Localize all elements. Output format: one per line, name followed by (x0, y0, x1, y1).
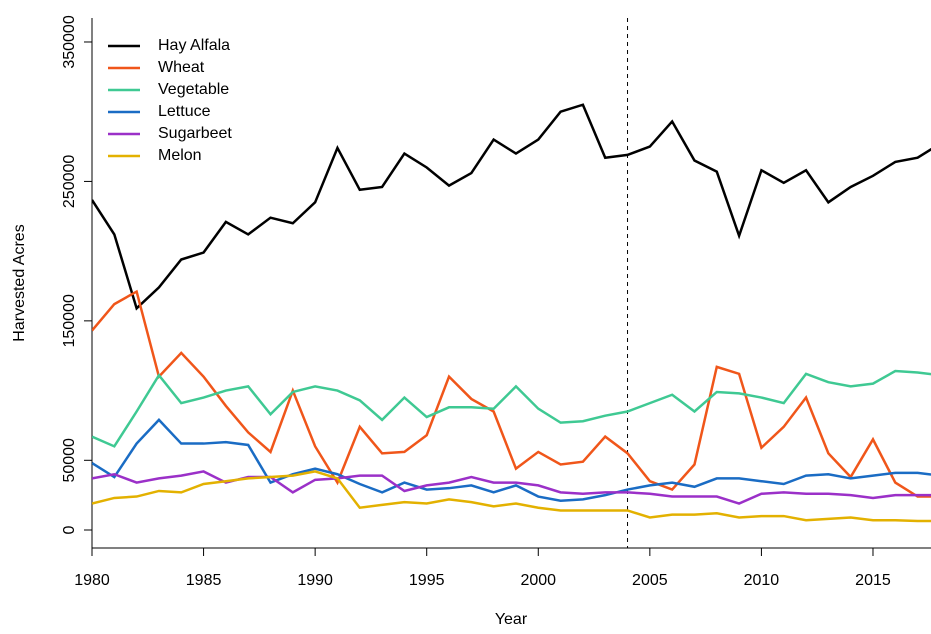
y-tick-label: 0 (61, 525, 78, 534)
y-tick-label: 150000 (61, 294, 78, 347)
x-tick-label: 1980 (74, 572, 110, 589)
series-line (92, 418, 931, 502)
y-tick-label: 350000 (61, 15, 78, 68)
series-line (92, 369, 931, 448)
x-tick-label: 1995 (409, 572, 445, 589)
plot-area (92, 18, 931, 548)
series-line (92, 103, 931, 311)
x-axis-label: Year (495, 611, 528, 628)
series-line (92, 470, 931, 523)
legend-label: Vegetable (158, 81, 229, 98)
legend-label: Hay Alfala (158, 37, 230, 54)
x-tick-label: 2015 (855, 572, 891, 589)
y-axis-label: Harvested Acres (11, 224, 28, 341)
x-tick-label: 2005 (632, 572, 668, 589)
legend-label: Lettuce (158, 103, 211, 120)
legend-label: Wheat (158, 59, 205, 76)
x-tick-label: 1990 (297, 572, 333, 589)
y-tick-label: 50000 (61, 438, 78, 483)
x-tick-label: 1985 (186, 572, 222, 589)
series-line (92, 289, 931, 498)
x-tick-label: 2010 (744, 572, 780, 589)
legend-label: Sugarbeet (158, 125, 232, 142)
x-tick-label: 2000 (520, 572, 556, 589)
legend-label: Melon (158, 147, 202, 164)
y-tick-label: 250000 (61, 155, 78, 208)
